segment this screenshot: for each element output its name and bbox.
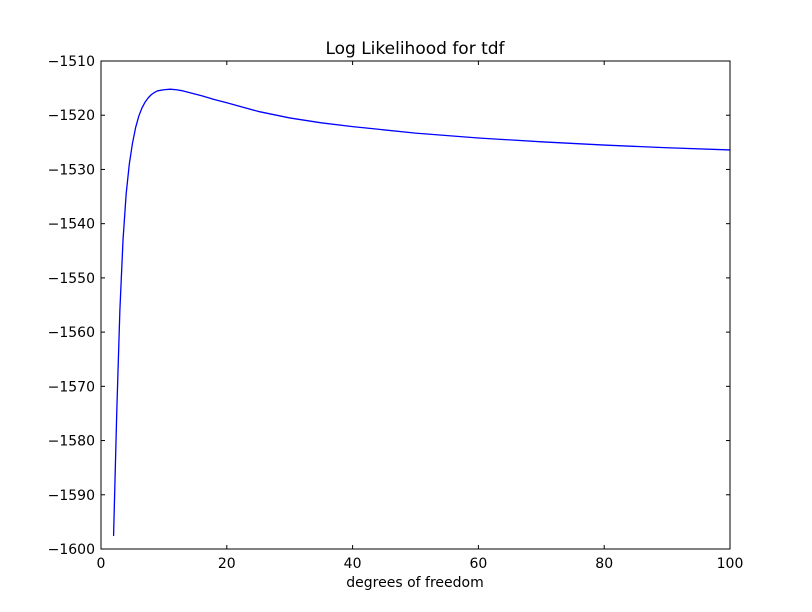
y-tick-label: −1600: [48, 542, 95, 558]
plot-frame: [100, 60, 731, 550]
x-tick-label: 100: [717, 556, 744, 572]
x-tick-label: 0: [97, 556, 106, 572]
y-tick-label: −1560: [48, 325, 95, 341]
axis-ticks: 0 20 40 60 80 100 −1600 −1590 −1580 −1570 −1560 −15…: [48, 54, 744, 572]
x-tick-label: 80: [595, 556, 613, 572]
y-tick-label: −1550: [48, 271, 95, 287]
x-axis-label: degrees of freedom: [346, 575, 483, 591]
y-tick-label: −1590: [48, 488, 95, 504]
x-tick-label: 20: [218, 556, 236, 572]
y-tick-label: −1570: [48, 379, 95, 395]
chart-title: Log Likelihood for tdf: [325, 39, 505, 59]
x-tick-label: 60: [469, 556, 487, 572]
y-tick-label: −1530: [48, 162, 95, 178]
series-line: [112, 88, 731, 537]
x-tick-label: 40: [344, 556, 362, 572]
y-tick-label: −1540: [48, 217, 95, 233]
y-tick-label: −1510: [48, 54, 95, 70]
plot-area: [112, 88, 731, 537]
y-tick-label: −1580: [48, 434, 95, 450]
y-tick-label: −1520: [48, 108, 95, 124]
